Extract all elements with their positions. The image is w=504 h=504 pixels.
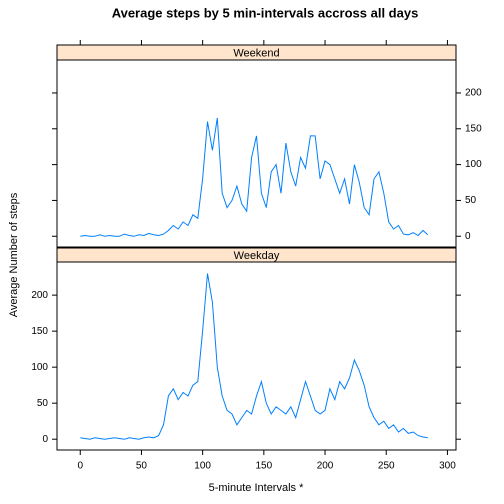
- x-tick-label: 250: [378, 461, 395, 472]
- y-tick-label: 50: [37, 398, 49, 409]
- x-tick-label: 150: [255, 461, 272, 472]
- panel: [56, 261, 457, 451]
- y-tick-label: 150: [31, 326, 48, 337]
- x-tick-label: 200: [317, 461, 334, 472]
- y-tick-label: 100: [31, 362, 48, 373]
- y-axis-label: Average Number of steps: [8, 192, 20, 317]
- y-tick-label: 200: [31, 290, 48, 301]
- y-tick-label: 100: [465, 159, 482, 170]
- x-axis-label: 5-minute Intervals *: [209, 482, 304, 494]
- x-tick-label: 0: [77, 461, 83, 472]
- panel: [56, 59, 457, 248]
- data-line: [80, 117, 429, 237]
- y-tick-label: 200: [465, 88, 482, 99]
- y-tick-label: 0: [42, 434, 48, 445]
- strip-label: Weekend: [233, 47, 279, 59]
- y-tick-label: 150: [465, 123, 482, 134]
- x-tick-label: 50: [136, 461, 148, 472]
- x-tick-label: 100: [194, 461, 211, 472]
- chart-title: Average steps by 5 min-intervals accross…: [112, 5, 419, 20]
- y-tick-label: 50: [465, 195, 477, 206]
- y-tick-label: 0: [465, 231, 471, 242]
- strip-label: Weekday: [234, 250, 280, 262]
- x-tick-label: 300: [439, 461, 456, 472]
- data-line: [80, 273, 428, 440]
